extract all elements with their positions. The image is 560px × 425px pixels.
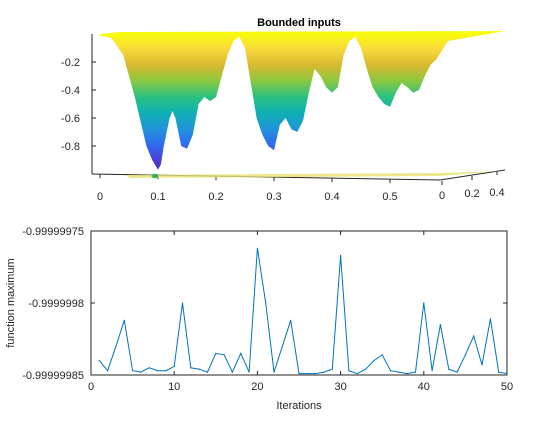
data-point [165, 370, 167, 372]
surface-area [100, 31, 505, 170]
data-point [456, 371, 458, 373]
data-point [273, 371, 275, 373]
data-point [107, 370, 109, 372]
data-point [464, 354, 466, 356]
data-point [414, 371, 417, 373]
data-point [365, 368, 367, 370]
x-tick-label: 0.2 [208, 191, 223, 203]
data-point [373, 360, 375, 362]
line-x-tick-label: 20 [251, 381, 263, 393]
function-maximum-series [98, 248, 508, 375]
line-y-tick-label: -0.99999985 [22, 370, 84, 382]
data-point [265, 302, 267, 304]
z-tick-label: -0.8 [61, 141, 80, 153]
line-x-tick-label: 30 [334, 381, 346, 393]
line-subplot: 0 10 20 30 40 50 -0.99999975-0.9999998-0.9999… [5, 226, 513, 412]
minimum-marker [151, 173, 159, 179]
data-point [481, 364, 483, 366]
surface-subplot: Bounded inputs -0.2-0.4-0.6-0.8 0 0.1 0.2 0… [61, 17, 506, 203]
x-tick-label: 0.5 [382, 191, 397, 203]
data-point [223, 354, 225, 356]
data-point [123, 319, 125, 321]
line-x-tick-label: 40 [418, 381, 430, 393]
data-point [315, 373, 317, 375]
data-point [439, 324, 441, 326]
data-point [181, 302, 184, 304]
data-point [281, 345, 283, 347]
x-axis-label: Iterations [276, 400, 322, 412]
data-point [173, 365, 175, 367]
line-y-tick-label: -0.99999975 [22, 226, 84, 238]
data-point [206, 371, 209, 373]
data-point [157, 370, 159, 372]
data-point [215, 352, 217, 354]
data-point [115, 345, 117, 347]
data-point [290, 319, 292, 321]
y-axis-ticks: 0 0.2 0.4 [439, 171, 505, 202]
line-y-tick-label: -0.9999998 [28, 298, 84, 310]
y-tick-label: 0.2 [464, 188, 479, 200]
data-point [190, 367, 192, 369]
data-point [498, 371, 500, 373]
z-tick-label: -0.4 [61, 85, 80, 97]
data-point [248, 371, 250, 373]
data-point [489, 318, 491, 320]
data-point [431, 370, 433, 372]
data-point [140, 371, 142, 373]
z-tick-label: -0.2 [61, 57, 80, 69]
x-tick-label: 0.1 [150, 191, 165, 203]
function-maximum-points [98, 247, 508, 375]
data-point [389, 370, 392, 372]
line-plot-axes-box [90, 230, 508, 376]
data-point [306, 373, 308, 375]
data-point [240, 352, 242, 354]
data-point [381, 354, 383, 356]
y-axis-label: function maximum [5, 258, 17, 347]
y-axis-line [439, 169, 506, 181]
data-point [398, 371, 400, 373]
data-point [98, 360, 100, 362]
line-y-ticks: -0.99999975 -0.9999998 -0.99999985 [22, 226, 507, 382]
x-axis-ticks: 0 0.1 0.2 0.3 0.4 0.5 [97, 174, 398, 203]
z-axis-ticks: -0.2 -0.4 -0.6 -0.8 [61, 57, 96, 153]
y-tick-label: 0.4 [489, 187, 504, 199]
y-tick-label: 0 [439, 190, 445, 202]
surface-title: Bounded inputs [257, 17, 341, 29]
z-tick-label: -0.6 [61, 113, 80, 125]
data-point [340, 254, 342, 257]
data-point [231, 371, 233, 373]
line-x-ticks: 0 10 20 30 40 50 [88, 231, 513, 393]
x-tick-label: 0.3 [266, 191, 281, 203]
data-point [148, 367, 150, 369]
x-tick-label: 0.4 [324, 191, 339, 203]
x-tick-label: 0 [97, 191, 103, 203]
line-x-tick-label: 0 [88, 381, 94, 393]
line-x-tick-label: 10 [168, 381, 180, 393]
data-point [132, 370, 134, 372]
data-point [348, 370, 350, 372]
data-point [256, 247, 258, 249]
data-point [423, 302, 425, 304]
data-point [298, 373, 300, 375]
data-point [198, 368, 200, 370]
data-point [406, 373, 408, 375]
surface-floor-projection [125, 171, 500, 178]
line-x-tick-label: 50 [501, 381, 513, 393]
data-point [331, 368, 333, 370]
data-point [448, 368, 450, 370]
data-point [473, 335, 475, 337]
data-point [356, 373, 358, 375]
data-point [323, 371, 325, 373]
data-point [506, 373, 508, 375]
